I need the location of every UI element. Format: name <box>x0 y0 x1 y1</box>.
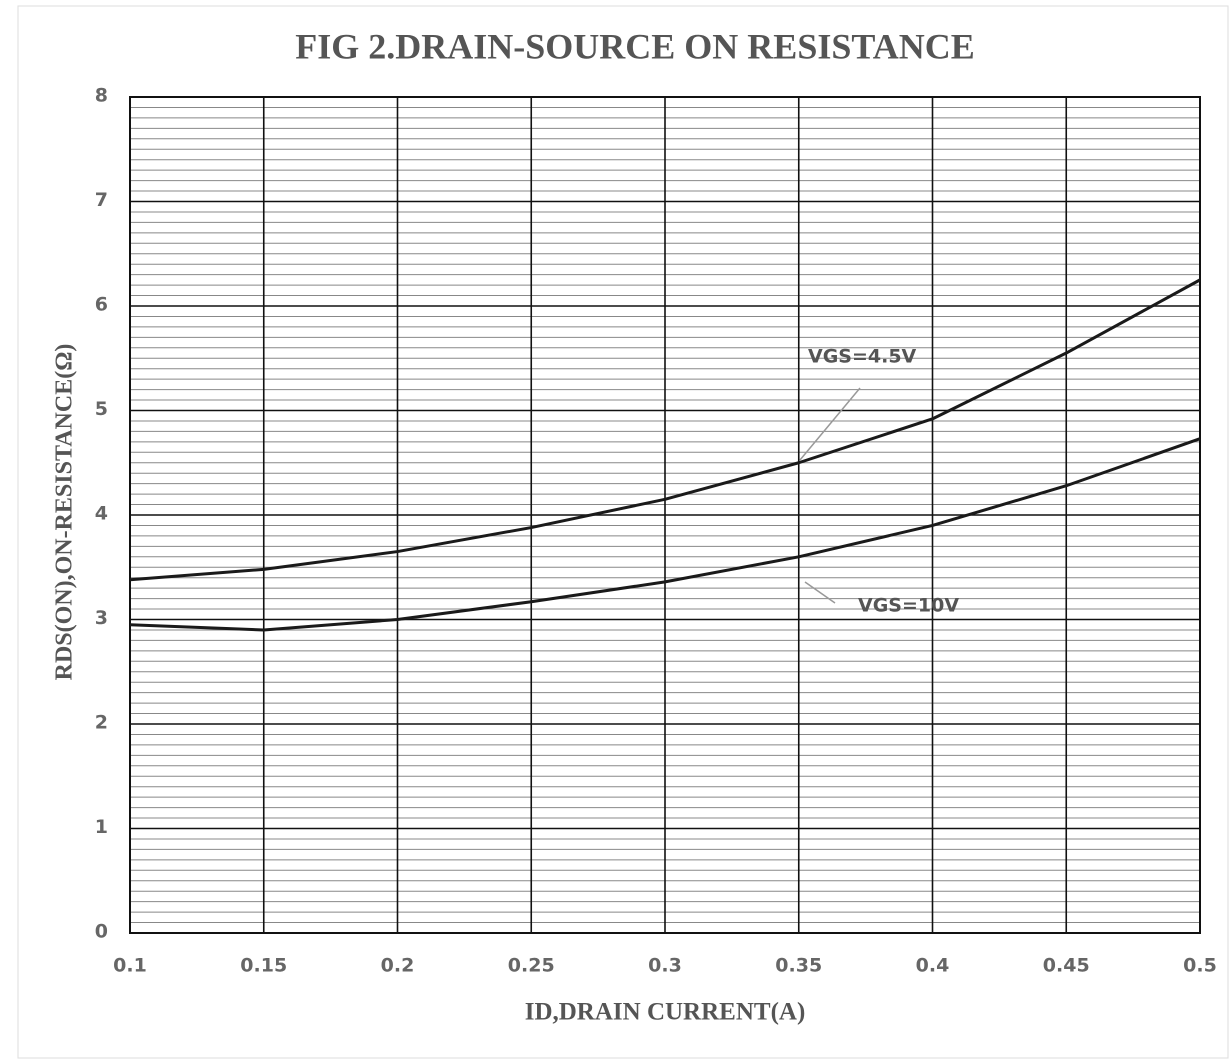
y-tick-label: 8 <box>95 85 108 107</box>
x-axis-label: ID,DRAIN CURRENT(A) <box>525 999 806 1026</box>
x-tick-label: 0.4 <box>916 955 950 977</box>
frame <box>17 5 1229 1059</box>
x-tick-label: 0.5 <box>1183 955 1217 977</box>
y-tick-label: 3 <box>95 607 108 629</box>
leader-line <box>799 387 861 461</box>
chart-title: FIG 2.DRAIN-SOURCE ON RESISTANCE <box>295 26 974 66</box>
line-series <box>129 437 1201 632</box>
y-tick-label: 1 <box>95 816 108 838</box>
leader-line <box>804 581 836 604</box>
x-tick-label: 0.3 <box>648 955 682 977</box>
x-tick-label: 0.1 <box>113 955 147 977</box>
x-tick-label: 0.25 <box>508 955 555 977</box>
series-label: VGS=4.5V <box>808 346 917 368</box>
y-tick-label: 6 <box>95 294 108 316</box>
y-tick-label: 7 <box>95 189 108 211</box>
y-tick-label: 2 <box>95 712 108 734</box>
y-tick-label: 0 <box>95 921 108 943</box>
series-label: VGS=10V <box>858 595 959 617</box>
x-tick-label: 0.2 <box>381 955 415 977</box>
y-tick-label: 5 <box>95 398 108 420</box>
x-tick-label: 0.15 <box>240 955 287 977</box>
plot-border <box>129 96 1201 934</box>
line-series <box>129 278 1201 582</box>
y-axis-label: RDS(ON),ON-RESISTANCE(Ω) <box>52 344 78 681</box>
x-tick-label: 0.35 <box>775 955 822 977</box>
x-tick-label: 0.45 <box>1043 955 1090 977</box>
y-tick-label: 4 <box>95 503 108 525</box>
